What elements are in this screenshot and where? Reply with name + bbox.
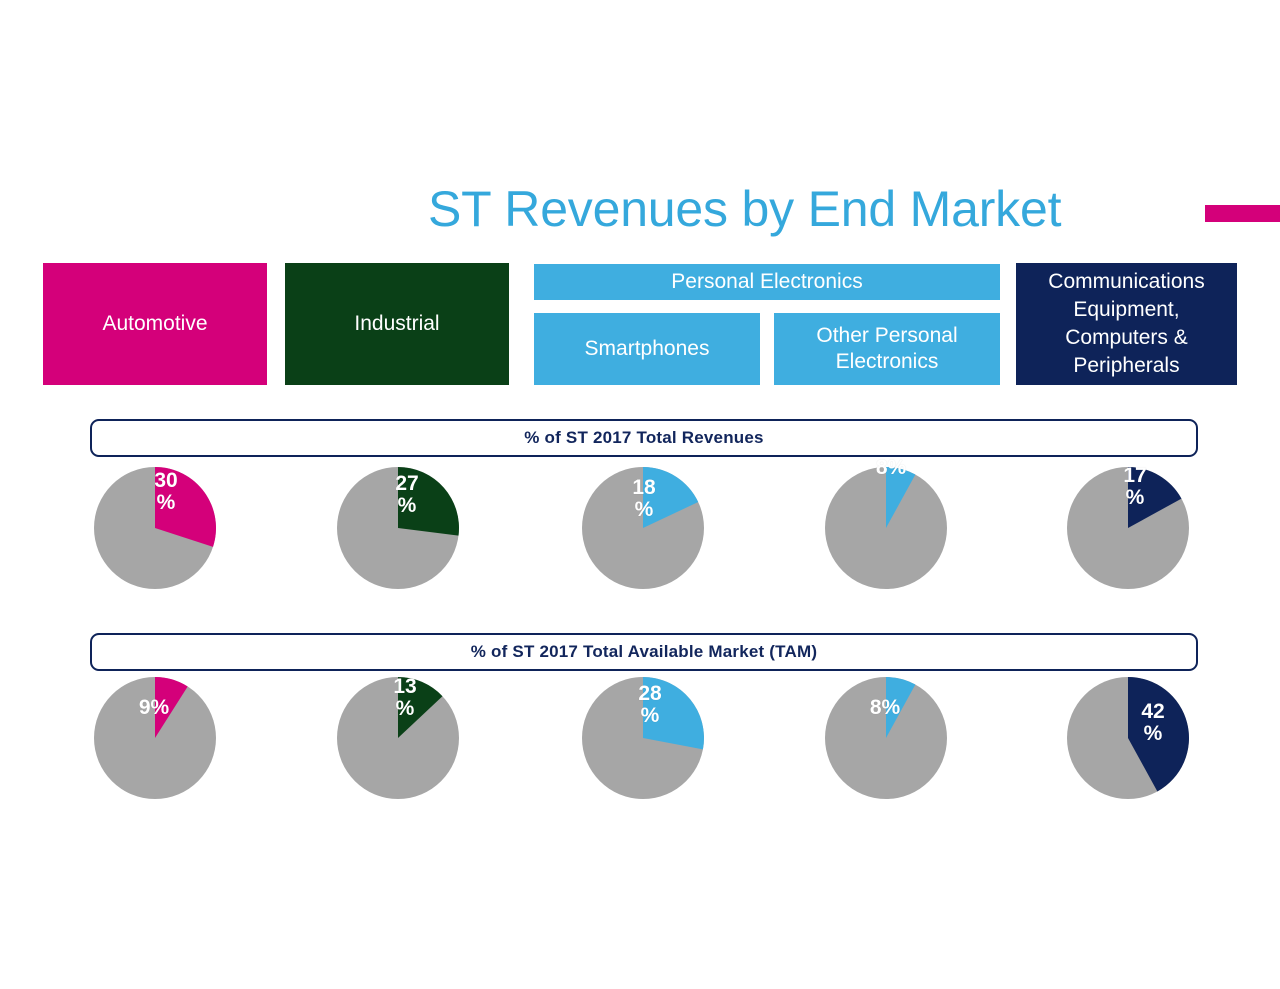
category-box-other-personal-electronics[interactable]: Other Personal Electronics	[774, 313, 1000, 385]
category-label-personal-electronics: Personal Electronics	[671, 270, 863, 293]
page-title: ST Revenues by End Market	[428, 181, 1062, 237]
category-box-industrial[interactable]: Industrial	[285, 263, 509, 385]
category-box-personal-electronics[interactable]: Personal Electronics	[534, 264, 1000, 300]
pie-chart-tam-smartphones: 28 %	[578, 673, 708, 803]
pie-chart-tam-communications: 42 %	[1063, 673, 1193, 803]
pie-svg	[337, 677, 459, 799]
section-banner-revenues-label: % of ST 2017 Total Revenues	[524, 428, 764, 447]
category-box-communications[interactable]: Communications Equipment, Computers & Pe…	[1016, 263, 1237, 385]
pie-chart-revenues-smartphones: 18 %	[578, 463, 708, 593]
pie-chart-tam-other-personal-electronics: 8%	[821, 673, 951, 803]
section-banner-tam: % of ST 2017 Total Available Market (TAM…	[90, 633, 1198, 671]
pie-svg	[582, 467, 704, 589]
pie-svg	[337, 467, 459, 589]
pie-chart-revenues-other-personal-electronics: 8%	[821, 457, 951, 593]
section-banner-tam-label: % of ST 2017 Total Available Market (TAM…	[470, 642, 818, 661]
pie-chart-revenues-communications: 17 %	[1063, 463, 1193, 593]
pie-chart-revenues-automotive: 30 %	[90, 463, 220, 593]
category-label-other-personal-electronics: Other Personal Electronics	[816, 324, 958, 373]
pie-svg	[582, 677, 704, 799]
pie-chart-revenues-industrial: 27 %	[333, 463, 463, 593]
category-label-communications: Communications Equipment, Computers & Pe…	[1048, 270, 1205, 377]
pie-svg	[825, 677, 947, 799]
pie-svg	[94, 677, 216, 799]
pie-svg	[1067, 467, 1189, 589]
pie-svg	[825, 467, 947, 589]
category-box-automotive[interactable]: Automotive	[43, 263, 267, 385]
pie-row-tam: 9% 13 % 28 % 8% 42 %	[0, 673, 1280, 803]
category-label-industrial: Industrial	[354, 312, 440, 335]
category-box-smartphones[interactable]: Smartphones	[534, 313, 760, 385]
pie-chart-tam-industrial: 13 %	[333, 673, 463, 803]
pie-svg	[1067, 677, 1189, 799]
category-label-smartphones: Smartphones	[584, 337, 710, 360]
title-accent-bar	[1205, 205, 1280, 222]
section-banner-revenues: % of ST 2017 Total Revenues	[90, 419, 1198, 457]
pie-chart-tam-automotive: 9%	[90, 673, 220, 803]
pie-row-revenues: 30 % 27 % 18 % 8% 17 %	[0, 457, 1280, 593]
category-label-automotive: Automotive	[102, 312, 208, 335]
pie-svg	[94, 467, 216, 589]
